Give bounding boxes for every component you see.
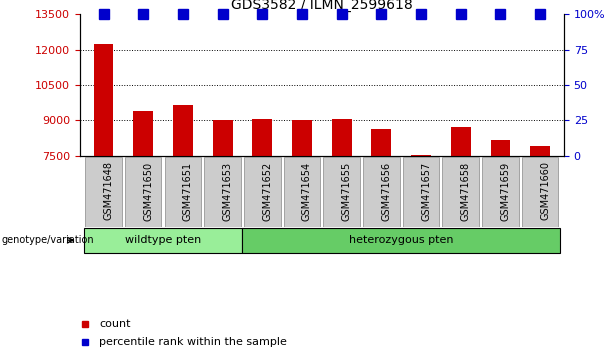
Text: GSM471648: GSM471648 xyxy=(104,161,113,221)
FancyBboxPatch shape xyxy=(482,157,519,227)
Text: GSM471651: GSM471651 xyxy=(183,161,193,221)
FancyBboxPatch shape xyxy=(244,157,281,227)
Text: GSM471660: GSM471660 xyxy=(540,161,550,221)
FancyBboxPatch shape xyxy=(522,157,558,227)
FancyBboxPatch shape xyxy=(363,157,400,227)
FancyBboxPatch shape xyxy=(83,228,242,253)
Bar xyxy=(371,129,391,156)
Bar xyxy=(490,141,511,156)
Bar xyxy=(173,105,193,156)
Text: GSM471652: GSM471652 xyxy=(262,161,272,221)
Bar xyxy=(332,119,352,156)
Text: GSM471655: GSM471655 xyxy=(341,161,352,221)
Bar xyxy=(94,44,113,156)
FancyBboxPatch shape xyxy=(403,157,440,227)
Bar xyxy=(253,119,272,156)
Text: GSM471656: GSM471656 xyxy=(381,161,391,221)
FancyBboxPatch shape xyxy=(125,157,161,227)
Text: heterozygous pten: heterozygous pten xyxy=(349,235,454,245)
Bar xyxy=(292,120,312,156)
Bar xyxy=(213,120,232,156)
Bar xyxy=(133,111,153,156)
Text: count: count xyxy=(99,319,131,329)
Text: percentile rank within the sample: percentile rank within the sample xyxy=(99,337,287,347)
Text: wildtype pten: wildtype pten xyxy=(125,235,201,245)
Text: GSM471657: GSM471657 xyxy=(421,161,431,221)
FancyBboxPatch shape xyxy=(242,228,560,253)
FancyBboxPatch shape xyxy=(165,157,201,227)
FancyBboxPatch shape xyxy=(284,157,320,227)
Text: GSM471653: GSM471653 xyxy=(223,161,232,221)
Text: GSM471650: GSM471650 xyxy=(143,161,153,221)
Title: GDS3582 / ILMN_2599618: GDS3582 / ILMN_2599618 xyxy=(231,0,413,12)
Bar xyxy=(530,146,550,156)
FancyBboxPatch shape xyxy=(204,157,241,227)
Bar xyxy=(451,127,471,156)
Bar xyxy=(411,155,431,156)
FancyBboxPatch shape xyxy=(85,157,122,227)
Text: GSM471658: GSM471658 xyxy=(461,161,471,221)
FancyBboxPatch shape xyxy=(324,157,360,227)
FancyBboxPatch shape xyxy=(443,157,479,227)
Text: genotype/variation: genotype/variation xyxy=(2,235,94,245)
Text: GSM471654: GSM471654 xyxy=(302,161,312,221)
Text: GSM471659: GSM471659 xyxy=(500,161,511,221)
